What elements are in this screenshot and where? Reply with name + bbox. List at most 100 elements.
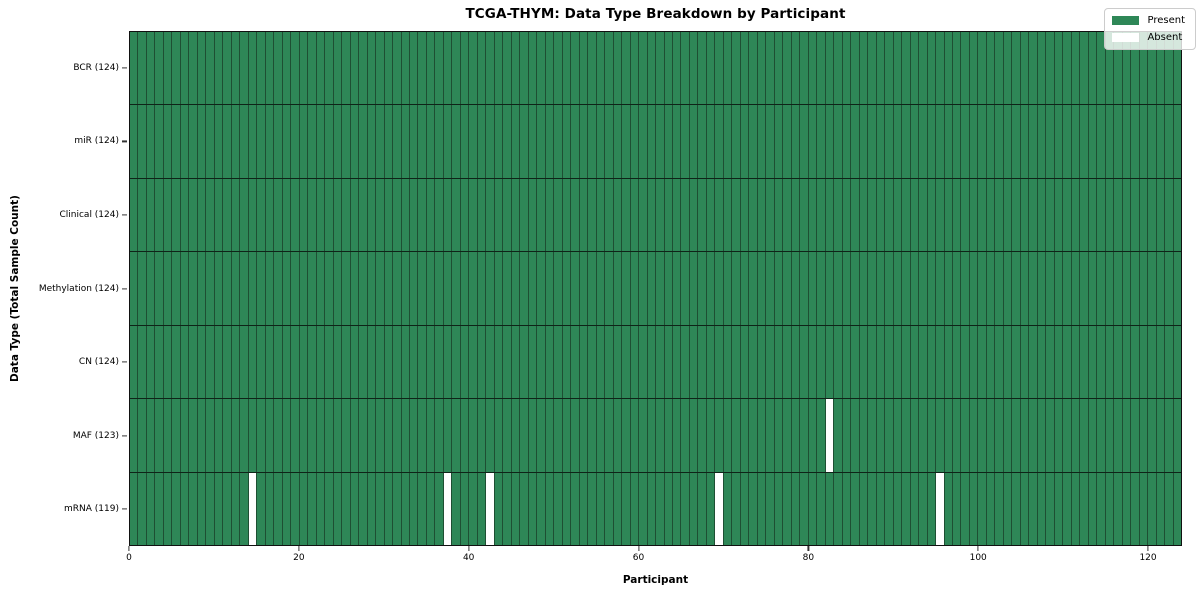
cell-present [774,252,784,325]
cell-present [367,325,377,399]
cell-present [503,105,512,178]
cell-present [1131,399,1140,472]
cell-present [885,105,894,178]
cell-present [1173,325,1182,399]
cell-present [749,105,758,178]
x-tick-mark [1147,546,1149,551]
cell-present [1012,32,1021,105]
cell-present [146,32,156,105]
cell-present [715,32,724,105]
cell-present [155,32,164,105]
cell-present [774,325,784,399]
cell-present [868,399,877,472]
cell-present [817,178,826,252]
cell-present [1088,178,1098,252]
cell-present [732,252,741,325]
cell-present [1037,105,1047,178]
cell-present [978,399,987,472]
cell-present [893,178,903,252]
cell-present [842,252,852,325]
cell-present [605,32,614,105]
cell-present [562,32,572,105]
cell-present [197,399,207,472]
cell-present [969,325,979,399]
cell-present [1097,472,1106,545]
cell-present [520,252,529,325]
cell-present [1114,105,1123,178]
cell-present [350,399,360,472]
cell-present [681,32,690,105]
cell-present [885,399,894,472]
cell-present [689,252,699,325]
cell-present [528,472,538,545]
cell-present [146,399,156,472]
cell-present [1054,472,1064,545]
cell-present [791,105,801,178]
cell-present [460,399,470,472]
cell-present [800,32,809,105]
cell-present [1063,472,1072,545]
cell-present [333,399,343,472]
cell-present [647,472,657,545]
cell-present [613,325,623,399]
cell-present [749,32,758,105]
cell-present [384,32,394,105]
cell-present [359,32,368,105]
cell-present [130,252,139,325]
y-tick-label-bcr: BCR (124) [73,62,119,73]
cell-present [596,32,606,105]
cell-present [978,105,987,178]
cell-present [223,252,232,325]
cell-present [647,32,657,105]
cell-present [800,252,809,325]
cell-present [146,252,156,325]
cell-present [1165,32,1174,105]
cell-present [876,252,886,325]
cell-present [859,178,869,252]
cell-present [969,399,979,472]
cell-present [189,105,198,178]
cell-present [1037,32,1047,105]
cell-present [851,325,860,399]
cell-present [1122,105,1132,178]
cell-present [893,252,903,325]
cell-present [163,252,173,325]
cell-present [919,325,928,399]
cell-present [1114,32,1123,105]
cell-present [995,325,1004,399]
cell-present [723,399,733,472]
cell-present [656,32,665,105]
cell-present [876,178,886,252]
cell-present [1148,325,1157,399]
cell-present [732,472,741,545]
cell-present [885,252,894,325]
cell-present [647,252,657,325]
cell-present [995,32,1004,105]
cell-present [1165,252,1174,325]
x-axis-label: Participant [622,574,689,586]
cell-present [834,252,843,325]
cell-present [1063,178,1072,252]
cell-present [808,32,818,105]
cell-present [350,105,360,178]
cell-present [986,399,996,472]
cell-present [952,399,962,472]
cell-present [1020,178,1030,252]
cell-present [1088,252,1098,325]
cell-present [146,472,156,545]
heatmap-row-methylation [130,251,1182,325]
cell-present [995,178,1004,252]
cell-present [248,399,258,472]
cell-present [418,105,427,178]
cell-present [673,178,682,252]
cell-present [774,105,784,178]
cell-present [902,178,911,252]
cell-present [443,178,453,252]
cell-present [1037,399,1047,472]
cell-present [342,105,351,178]
cell-present [876,325,886,399]
cell-present [138,178,147,252]
cell-present [1097,325,1106,399]
cell-present [622,325,631,399]
cell-present [333,252,343,325]
